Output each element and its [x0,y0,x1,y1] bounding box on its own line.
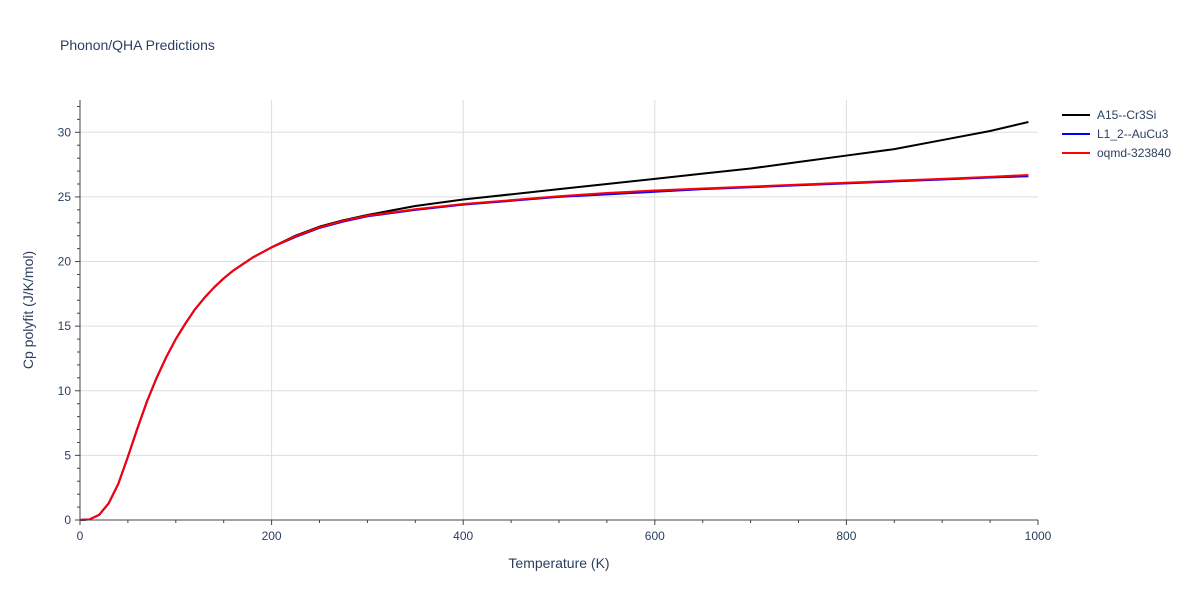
y-tick-label: 15 [58,319,72,333]
y-tick-label: 0 [64,513,71,527]
series-line-1 [79,175,1029,521]
y-tick-label: 5 [64,448,71,462]
legend-label: L1_2--AuCu3 [1097,127,1169,141]
x-tick-label: 0 [77,529,84,543]
x-axis-title: Temperature (K) [508,555,609,571]
legend[interactable]: A15--Cr3Si L1_2--AuCu3 oqmd-323840 [1062,108,1171,160]
legend-item-1[interactable]: L1_2--AuCu3 [1062,127,1169,141]
y-axis-title: Cp polyfit (J/K/mol) [20,251,36,369]
plot-area [79,120,1029,521]
legend-item-2[interactable]: oqmd-323840 [1062,146,1171,160]
x-tick-label: 600 [645,529,665,543]
legend-label: oqmd-323840 [1097,146,1171,160]
legend-item-0[interactable]: A15--Cr3Si [1062,108,1156,122]
y-tick-label: 30 [58,125,72,139]
x-tick-label: 1000 [1025,529,1052,543]
axes: 0 200 400 600 800 1000 0 5 10 15 20 25 30 [58,100,1052,543]
grid [80,100,1038,520]
x-tick-label: 800 [836,529,856,543]
legend-label: A15--Cr3Si [1097,108,1156,122]
series-line-2 [79,173,1029,521]
y-tick-label: 20 [58,255,72,269]
x-tick-label: 400 [453,529,473,543]
chart-title: Phonon/QHA Predictions [60,37,215,53]
x-tick-label: 200 [262,529,282,543]
y-tick-label: 10 [58,384,72,398]
y-tick-label: 25 [58,190,72,204]
